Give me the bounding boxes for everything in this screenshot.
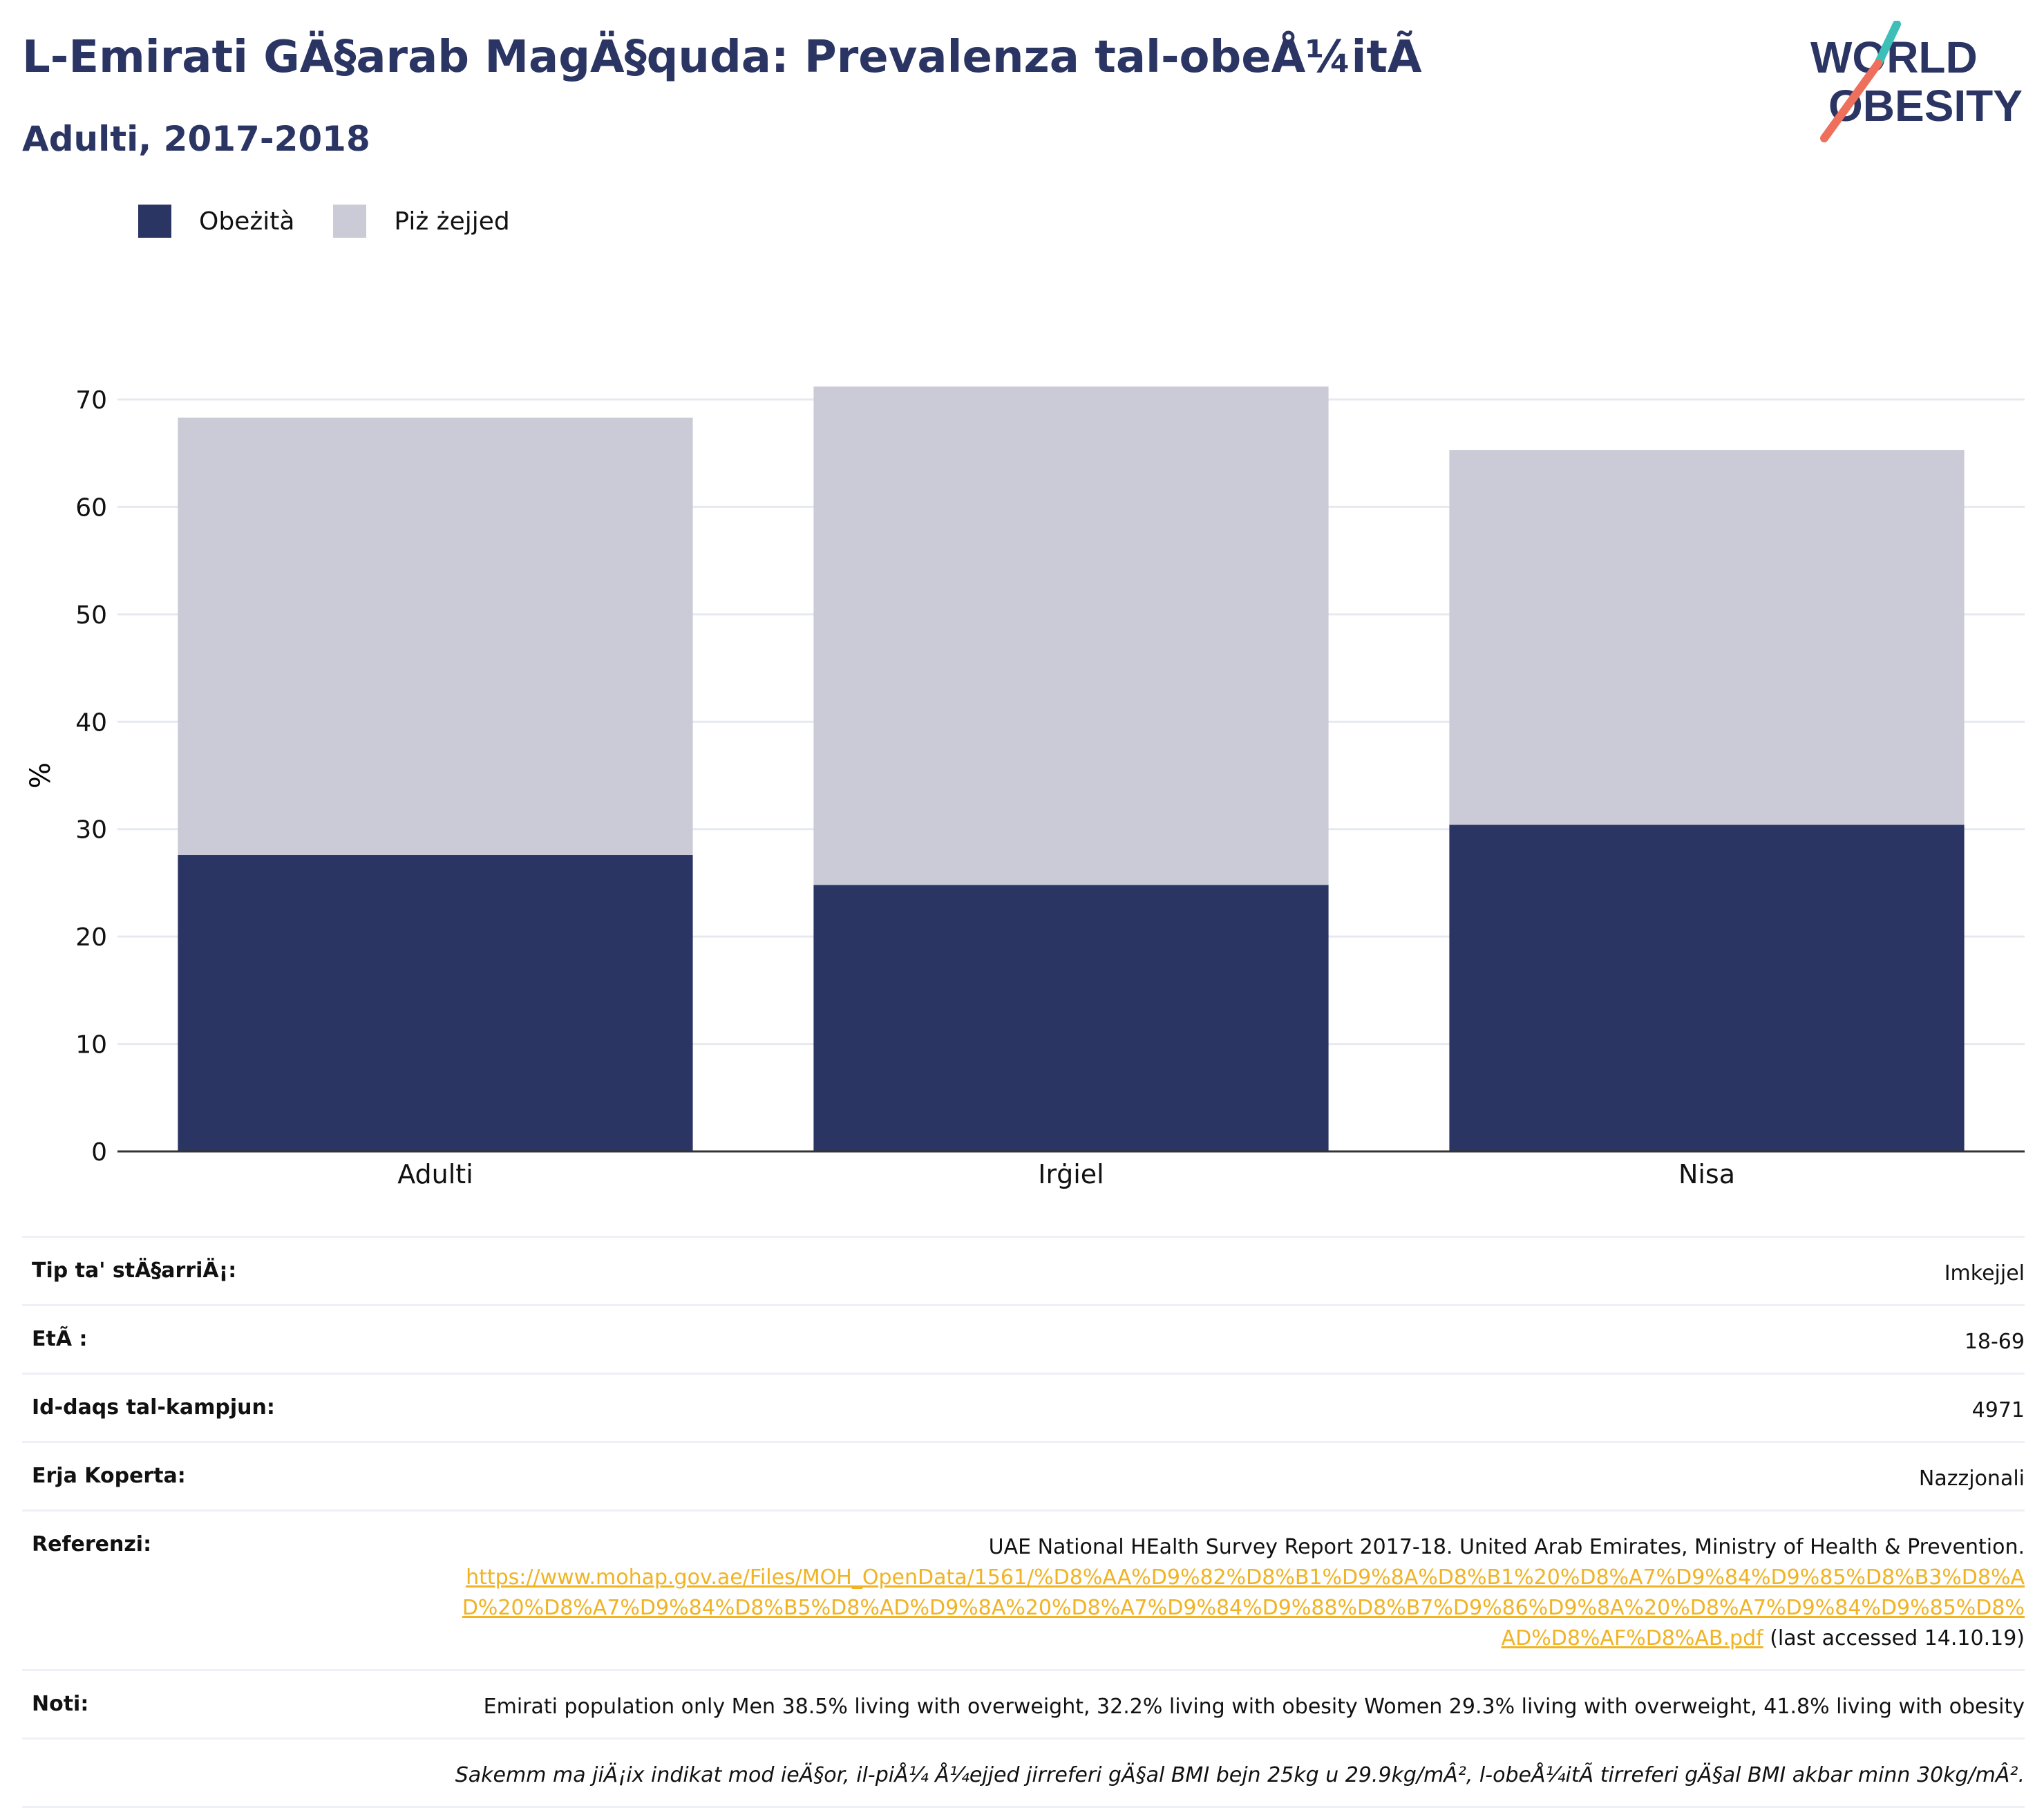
legend-swatch-overweight xyxy=(333,205,367,238)
y-tick-label: 50 xyxy=(75,601,107,630)
y-tick-label: 60 xyxy=(75,493,107,522)
chart-subtitle: Adulti, 2017-2018 xyxy=(22,119,370,159)
x-tick-label: Adulti xyxy=(397,1159,473,1189)
x-tick-label: Nisa xyxy=(1678,1159,1735,1189)
info-row-sample-size: Id-daqs tal-kampjun: 4971 xyxy=(22,1373,2025,1441)
info-key: Erja Koperta: xyxy=(32,1464,186,1488)
bar-segment xyxy=(178,855,693,1151)
chart-title: L-Emirati GÄ§arab MagÄ§quda: Prevalenza … xyxy=(22,32,1422,83)
footnote-row: Sakemm ma jiÄ¡ix indikat mod ieÄ§or, il-… xyxy=(22,1738,2025,1808)
bar-segment xyxy=(1449,450,1965,825)
info-value: Imkejjel xyxy=(1944,1261,2025,1286)
bar-segment xyxy=(813,386,1329,885)
y-tick-label: 40 xyxy=(75,708,107,737)
info-row-area-covered: Erja Koperta: Nazzjonali xyxy=(22,1441,2025,1509)
logo-teal-slash xyxy=(1874,20,1901,68)
bar-segment xyxy=(813,885,1329,1151)
logo-coral-slash xyxy=(1820,59,1882,142)
y-tick-label: 20 xyxy=(75,923,107,952)
x-tick-labels: Adulti Irġiel Nisa xyxy=(397,1159,1735,1189)
info-key: EtÃ : xyxy=(32,1327,88,1351)
y-tick-label: 0 xyxy=(91,1138,107,1167)
legend-item-overweight[interactable]: Piż żejjed xyxy=(333,205,510,238)
notes-value: Emirati population only Men 38.5% living… xyxy=(483,1695,2025,1719)
info-value: 4971 xyxy=(1971,1398,2025,1422)
legend-item-obesity[interactable]: Obeżità xyxy=(138,205,294,238)
stacked-bar-chart: 0 10 20 30 40 50 60 70 Adulti Irġiel Nisa % xyxy=(25,386,2025,1189)
reference-accessed: (last accessed 14.10.19) xyxy=(1763,1626,2025,1650)
legend-label-obesity: Obeżità xyxy=(199,207,295,236)
info-row-survey-type: Tip ta' stÄ§arriÄ¡: Imkejjel xyxy=(22,1236,2025,1304)
info-row-notes: Noti: Emirati population only Men 38.5% … xyxy=(22,1669,2025,1738)
reference-text: UAE National HEalth Survey Report 2017-1… xyxy=(988,1535,2025,1559)
x-tick-label: Irġiel xyxy=(1038,1159,1104,1189)
y-tick-label: 10 xyxy=(75,1031,107,1060)
info-key: Noti: xyxy=(32,1692,89,1716)
legend-swatch-obesity xyxy=(138,205,171,238)
y-axis-label: % xyxy=(25,762,57,789)
world-obesity-logo: WORLD OBESITY xyxy=(1797,20,2032,145)
info-row-references: Referenzi: UAE National HEalth Survey Re… xyxy=(22,1509,2025,1669)
legend-label-overweight: Piż żejjed xyxy=(394,207,510,236)
logo-graphic: WORLD OBESITY xyxy=(1810,20,2023,142)
bars xyxy=(178,386,1965,1151)
y-tick-labels: 0 10 20 30 40 50 60 70 xyxy=(75,386,107,1167)
bar-segment xyxy=(1449,825,1965,1151)
info-row-age: EtÃ : 18-69 xyxy=(22,1304,2025,1373)
info-value: 18-69 xyxy=(1964,1330,2025,1354)
bar-segment xyxy=(178,417,693,856)
info-key: Tip ta' stÄ§arriÄ¡: xyxy=(32,1259,237,1283)
info-value: Nazzjonali xyxy=(1918,1467,2025,1491)
y-tick-label: 30 xyxy=(75,816,107,845)
info-key: Id-daqs tal-kampjun: xyxy=(32,1395,275,1420)
reference-link[interactable]: https://www.mohap.gov.ae/Files/MOH_OpenD… xyxy=(462,1565,2025,1650)
bmi-footnote: Sakemm ma jiÄ¡ix indikat mod ieÄ§or, il-… xyxy=(455,1763,2025,1787)
info-key: Referenzi: xyxy=(32,1532,152,1556)
y-tick-label: 70 xyxy=(75,386,107,415)
survey-info-table: Tip ta' stÄ§arriÄ¡: Imkejjel EtÃ : 18-69… xyxy=(22,1236,2025,1808)
references-value: UAE National HEalth Survey Report 2017-1… xyxy=(449,1532,2025,1654)
legend: Obeżità Piż żejjed xyxy=(138,205,549,238)
logo-line1: WORLD xyxy=(1810,32,1978,82)
